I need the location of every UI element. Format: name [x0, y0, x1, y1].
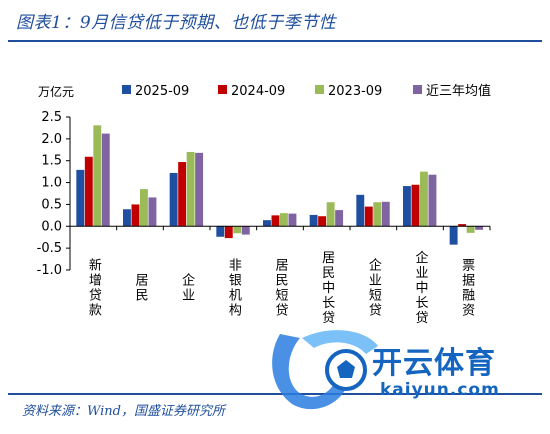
y-tick-label: 2.5 — [41, 110, 62, 125]
bar-3-6 — [326, 202, 335, 227]
chart-legend: 2025-09 2024-09 2023-09 近三年均值 — [122, 83, 491, 99]
bar-4-2 — [148, 197, 157, 227]
y-tick-label: 1.0 — [41, 176, 62, 191]
x-category-label: 企业 — [179, 272, 195, 303]
bar-4-6 — [335, 210, 344, 227]
bar-2-5 — [271, 215, 280, 227]
bar-3-7 — [373, 202, 382, 227]
legend-label-1: 2025-09 — [135, 84, 189, 99]
bar-3-8 — [420, 171, 428, 227]
bar-2-7 — [364, 206, 373, 227]
bar-3-4 — [233, 226, 242, 234]
y-axis: 2.5 2.0 1.5 1.0 0.5 0.0 -0.5 -1.0 — [37, 110, 71, 278]
bar-2-6 — [318, 216, 327, 227]
bar-1-7 — [356, 194, 365, 227]
bar-1-1 — [76, 169, 85, 227]
bar-4-9 — [475, 226, 484, 230]
bar-1-5 — [263, 220, 271, 227]
bar-series — [76, 125, 484, 245]
bar-3-9 — [466, 226, 475, 233]
legend-label-3: 2023-09 — [328, 84, 382, 99]
bar-4-8 — [428, 174, 437, 227]
bar-4-4 — [241, 226, 250, 235]
legend-swatch-2 — [218, 85, 227, 94]
bar-2-8 — [411, 184, 420, 227]
bar-2-4 — [224, 226, 233, 239]
x-category-label: 票据融资 — [459, 258, 475, 318]
watermark-logo-icon — [272, 330, 378, 410]
y-tick-label: -0.5 — [37, 241, 62, 256]
bar-1-8 — [403, 186, 411, 227]
bar-4-3 — [195, 152, 204, 227]
y-tick-label: 0.0 — [41, 219, 62, 234]
title-divider — [8, 40, 542, 42]
y-unit-label: 万亿元 — [38, 84, 74, 99]
legend-swatch-3 — [315, 85, 324, 94]
x-category-label: 居民 — [133, 273, 149, 303]
y-tick-label: -1.0 — [37, 263, 62, 278]
bar-3-2 — [140, 189, 148, 227]
x-axis: 新增贷款 居民 企业 非银机构 居民短贷 居民中长贷 企业短贷 企业中长贷 票据融资 — [69, 225, 491, 326]
figure-title: 图表1：9月信贷低于预期、也低于季节性 — [16, 13, 337, 33]
bar-4-5 — [288, 213, 297, 227]
bar-2-3 — [178, 162, 187, 227]
bar-4-7 — [381, 201, 390, 227]
x-category-label: 新增贷款 — [86, 257, 102, 318]
legend-label-4: 近三年均值 — [426, 83, 491, 99]
legend-swatch-4 — [413, 85, 422, 94]
bar-1-6 — [309, 214, 318, 227]
x-category-label: 居民中长贷 — [319, 251, 335, 326]
bar-2-1 — [84, 156, 93, 227]
bar-3-5 — [280, 213, 288, 227]
source-note: 资料来源：Wind，国盛证券研究所 — [22, 404, 225, 419]
bar-1-2 — [123, 209, 131, 227]
bar-3-1 — [93, 125, 102, 227]
y-tick-label: 0.5 — [41, 197, 62, 212]
y-tick-label: 2.0 — [41, 132, 62, 147]
legend-swatch-1 — [122, 85, 131, 94]
legend-label-2: 2024-09 — [231, 84, 285, 99]
x-category-label: 企业短贷 — [366, 257, 382, 318]
bar-1-9 — [449, 226, 458, 245]
watermark-domain: kaiyun.com — [380, 380, 500, 400]
bar-2-2 — [131, 204, 140, 227]
watermark-name: 开云体育 — [372, 346, 496, 381]
x-category-label: 非银机构 — [226, 258, 242, 318]
x-category-label: 企业中长贷 — [413, 250, 429, 326]
bar-1-3 — [169, 172, 178, 227]
bar-2-9 — [458, 224, 467, 227]
x-category-label: 居民短贷 — [273, 258, 289, 318]
y-tick-label: 1.5 — [41, 154, 62, 169]
bar-1-4 — [216, 226, 225, 237]
source-divider — [8, 393, 542, 395]
bar-3-3 — [186, 151, 195, 227]
bar-4-1 — [101, 133, 110, 227]
